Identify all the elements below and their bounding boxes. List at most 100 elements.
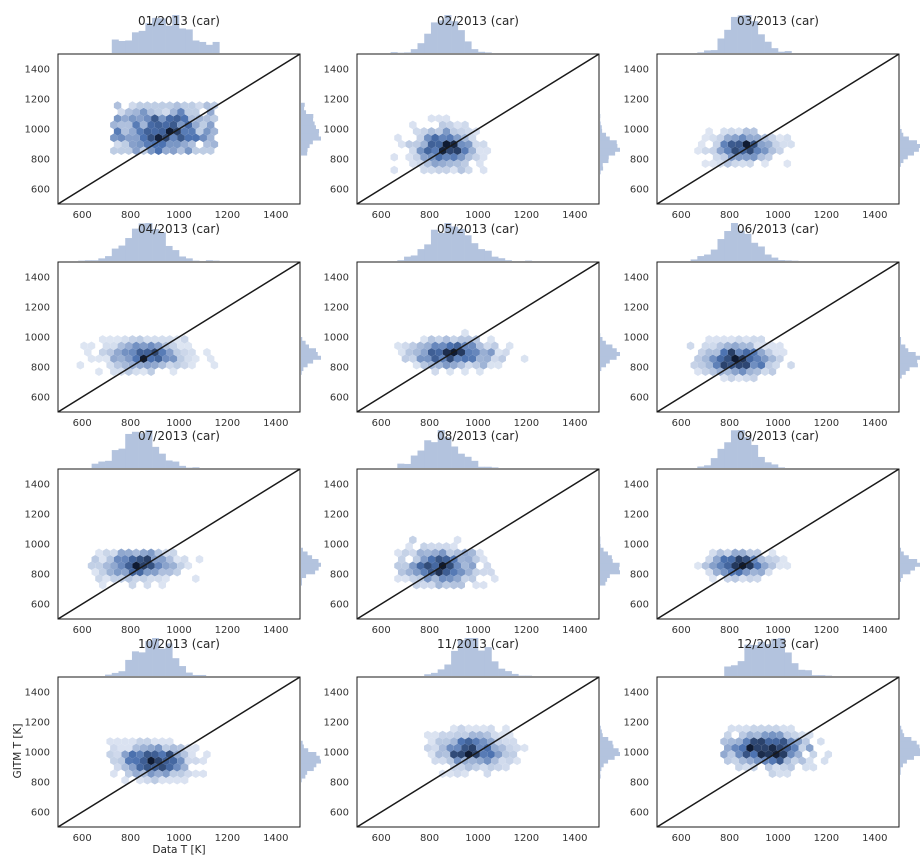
hexbin-cell (424, 133, 432, 143)
hexbin-cell (132, 756, 140, 766)
hexbin-cell (95, 561, 103, 571)
hexbin-cell (738, 367, 747, 376)
hexbin-cell (203, 127, 211, 136)
hexbin-cell (764, 763, 773, 772)
hexbin-cell (143, 127, 152, 136)
y-tick-label: 600 (330, 808, 349, 819)
hexbin-cell (738, 548, 747, 558)
hexbin-cell (139, 107, 148, 117)
hexbin-cell (457, 555, 465, 564)
y-tick-label: 600 (31, 185, 50, 196)
x-marginal-bar (138, 30, 146, 53)
hexbin-cell (461, 743, 469, 753)
x-marginal-bar (764, 462, 772, 468)
hexbin-cell (457, 763, 465, 772)
x-tick-label: 800 (121, 833, 140, 844)
hexbin-cell (206, 146, 215, 156)
x-marginal-bar (710, 458, 718, 468)
hexbin-cell (405, 140, 413, 149)
hexbin-cell (106, 555, 114, 564)
y-marginal-bar (600, 166, 604, 171)
hexbin-cell (169, 107, 178, 117)
y-marginal-bar (900, 363, 918, 368)
hexbin-cell (753, 561, 762, 571)
panel-title: 04/2013 (car) (138, 222, 220, 236)
hexbin-layer (110, 101, 219, 156)
hexbin-cell (401, 574, 410, 583)
y-marginal-bar (900, 155, 908, 160)
x-marginal-bar (131, 32, 139, 53)
x-marginal-bar (145, 430, 153, 468)
hexbin-cell (165, 101, 174, 110)
hexbin-cell (431, 367, 439, 376)
hexbin-cell (461, 367, 469, 376)
x-marginal-bar (105, 674, 113, 676)
hexbin-cell (779, 555, 788, 564)
y-marginal-bar (301, 551, 308, 556)
hexbin-cell (106, 360, 114, 370)
hexbin-cell (779, 724, 788, 733)
hexbin-cell (154, 120, 163, 130)
hexbin-cell (128, 140, 137, 149)
hexbin-cell (162, 561, 170, 571)
hexbin-cell (173, 348, 181, 357)
hexbin-cell (701, 561, 710, 571)
hexbin-cell (139, 120, 148, 130)
hexbin-cell (468, 146, 477, 156)
y-marginal-bar (600, 562, 620, 567)
hexbin-cell (727, 724, 736, 733)
hexbin-cell (424, 743, 432, 753)
y-tick-label: 800 (630, 778, 649, 789)
hexbin-cell (113, 360, 122, 370)
hexbin-cell (768, 548, 777, 558)
hexbin-cell (461, 328, 469, 338)
x-marginal-bar (404, 463, 412, 468)
hexbin-cell (390, 152, 398, 162)
hexbin-cell (520, 354, 529, 364)
y-marginal-bar (301, 562, 321, 567)
hexbin-cell (724, 341, 732, 351)
hexbin-cell (147, 561, 155, 571)
hexbin-cell (438, 120, 447, 130)
x-marginal-bar (704, 50, 712, 53)
y-marginal-bar (900, 770, 901, 775)
hexbin-cell (192, 769, 200, 779)
y-marginal-bar (301, 344, 309, 349)
hexbin-cell (147, 574, 155, 583)
plot-frame (356, 261, 600, 413)
x-marginal-bar (757, 641, 765, 676)
hexbin-cell (132, 561, 140, 571)
hexbin-cell (450, 724, 458, 733)
hexbin-cell (494, 763, 503, 772)
y-tick-label: 800 (330, 155, 349, 166)
hexbin-cell (768, 743, 777, 753)
hexbin-cell (768, 730, 777, 740)
hexbin-cell (776, 769, 784, 779)
hexbin-cell (420, 152, 428, 162)
hexbin-cell (468, 354, 477, 364)
x-marginal-bar (91, 463, 99, 468)
x-marginal-bar (437, 430, 445, 468)
y-marginal-bar (301, 132, 319, 137)
y-tick-label: 1400 (324, 273, 349, 284)
y-marginal-bar (900, 767, 901, 772)
hexbin-cell (498, 354, 506, 364)
x-marginal-bar (457, 453, 465, 468)
hexbin-cell (479, 724, 488, 733)
x-tick-label: 1200 (514, 625, 539, 636)
hexbin-cell (735, 373, 743, 383)
y-marginal-bar (301, 774, 306, 779)
x-marginal-bar (717, 448, 725, 468)
hexbin-cell (709, 133, 717, 143)
hexbin-cell (91, 567, 99, 577)
hexbin-cell (479, 555, 488, 564)
hexbin-cell (180, 555, 189, 564)
x-marginal-bar (165, 643, 173, 676)
x-tick-label: 800 (420, 625, 439, 636)
hexbin-cell (203, 140, 211, 149)
identity-line (657, 677, 899, 827)
hexbin-cell (106, 737, 114, 746)
hexbin-cell (453, 561, 462, 571)
plot-frame (656, 468, 900, 620)
hexbin-cell (98, 348, 107, 357)
